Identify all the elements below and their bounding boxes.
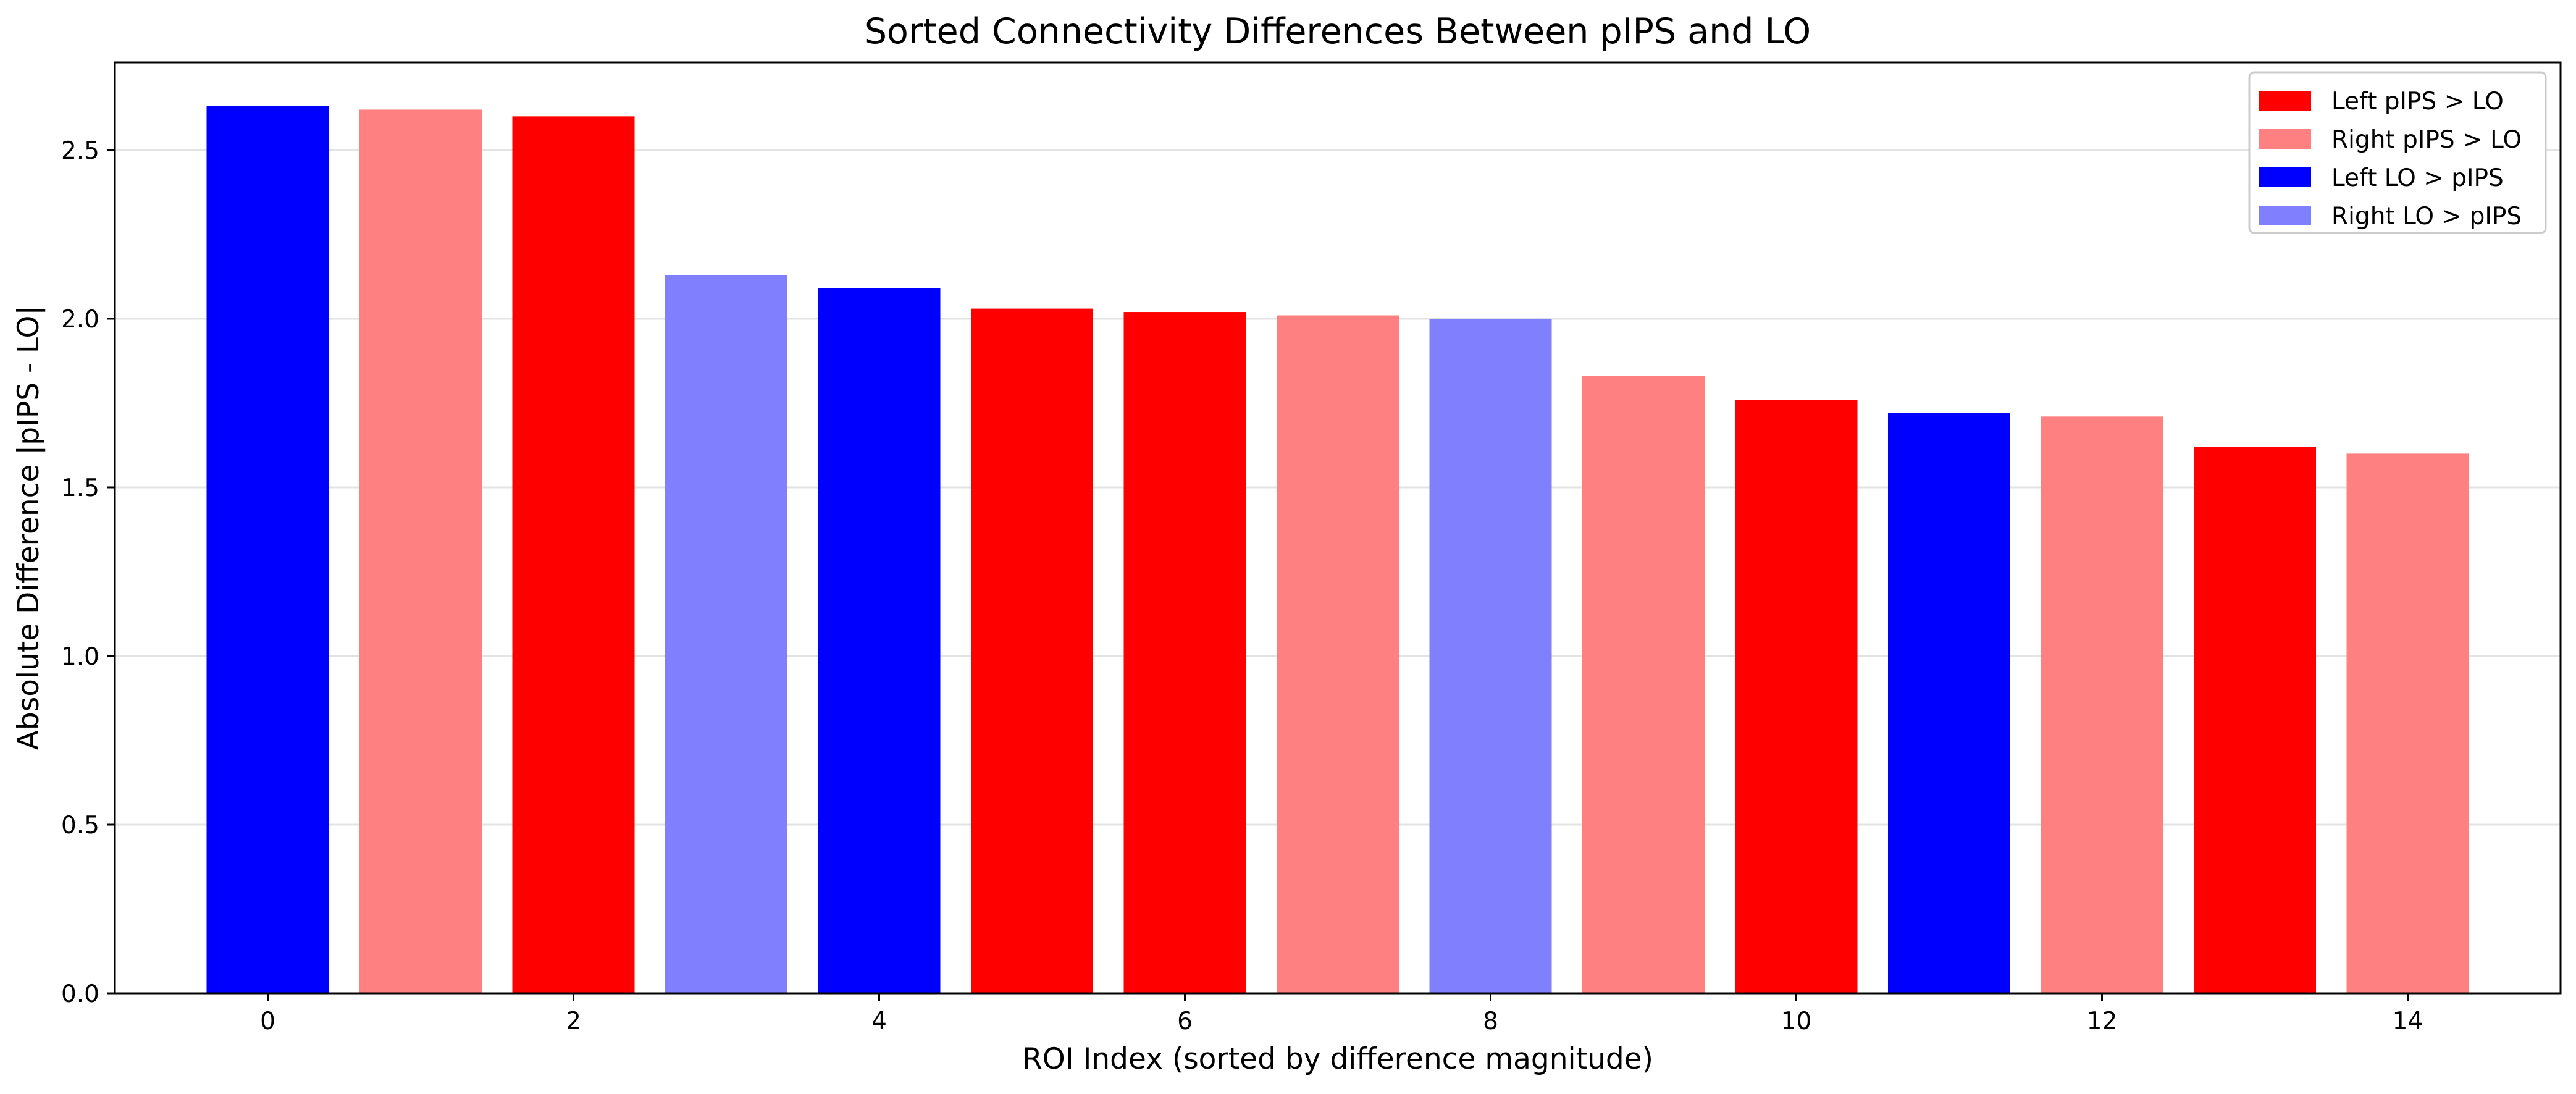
x-axis-label: ROI Index (sorted by difference magnitud… (1022, 1042, 1653, 1076)
bar-10 (1735, 400, 1858, 993)
bar-2 (512, 116, 635, 994)
legend-label-left-lo: Left LO > pIPS (2331, 164, 2504, 192)
bar-14 (2346, 453, 2469, 993)
legend-box (2248, 71, 2547, 234)
x-tick-label-2: 2 (566, 1008, 581, 1035)
x-tick-label-6: 6 (1177, 1008, 1193, 1035)
y-tick-label-4: 2.0 (61, 306, 99, 334)
legend-label-right-pips: Right pIPS > LO (2331, 126, 2522, 154)
y-tick-label-3: 1.5 (61, 474, 99, 502)
x-tick-label-12: 12 (2087, 1008, 2118, 1035)
legend-label-left-pips: Left pIPS > LO (2331, 88, 2504, 116)
x-tick-label-14: 14 (2393, 1008, 2423, 1035)
y-axis-label: Absolute Difference |pIPS - LO| (12, 306, 46, 750)
bars-group (206, 106, 2469, 994)
legend-swatch-right-pips (2259, 129, 2311, 149)
bar-0 (206, 106, 329, 993)
legend-swatch-right-lo (2259, 206, 2311, 225)
bar-4 (818, 288, 941, 993)
legend-label-right-lo: Right LO > pIPS (2331, 203, 2522, 230)
y-ticks: 0.0 0.5 1.0 1.5 2.0 2.5 (61, 137, 115, 1008)
chart-title: Sorted Connectivity Differences Between … (865, 11, 1811, 52)
bar-11 (1888, 413, 2010, 993)
x-ticks: 0 2 4 6 8 10 12 14 (260, 993, 2423, 1035)
y-tick-label-1: 0.5 (61, 812, 99, 839)
bar-7 (1277, 315, 1399, 993)
bar-9 (1582, 376, 1705, 993)
y-tick-label-2: 1.0 (61, 643, 99, 671)
bar-12 (2041, 416, 2163, 993)
x-tick-label-8: 8 (1483, 1008, 1498, 1035)
legend: Left pIPS > LO Right pIPS > LO Left LO > p… (2248, 71, 2547, 234)
x-tick-label-10: 10 (1781, 1008, 1812, 1035)
bar-5 (971, 308, 1093, 993)
legend-swatch-left-pips (2259, 91, 2311, 111)
legend-swatch-left-lo (2259, 167, 2311, 187)
bar-13 (2194, 447, 2316, 993)
y-tick-label-5: 2.5 (61, 137, 99, 165)
x-tick-label-0: 0 (260, 1008, 275, 1035)
bar-8 (1429, 318, 1552, 994)
bar-6 (1123, 312, 1246, 993)
plot-frame (114, 61, 2562, 995)
y-tick-label-0: 0.0 (61, 980, 99, 1008)
bar-3 (665, 274, 787, 993)
x-tick-label-4: 4 (871, 1008, 887, 1035)
bar-1 (359, 109, 482, 994)
